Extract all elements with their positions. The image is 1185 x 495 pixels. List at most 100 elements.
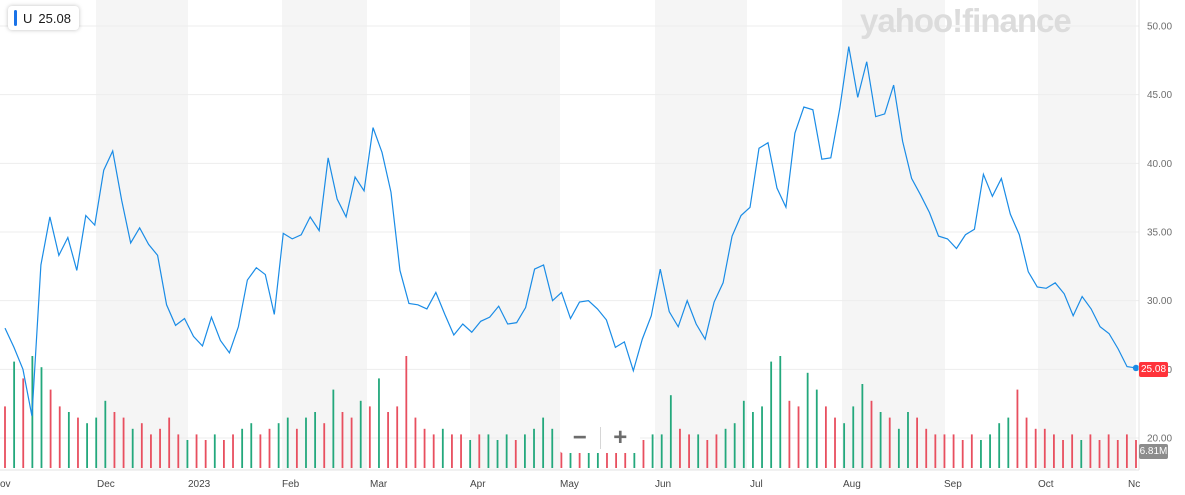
volume-bar: [788, 400, 791, 468]
x-axis-ticks: ov Dec 2023 Feb Mar Apr May Jun Jul Aug Sep Oct Nc: [0, 479, 1140, 490]
volume-bar: [323, 423, 326, 468]
price-series-line: [4, 46, 1137, 417]
zoom-controls: − +: [560, 423, 640, 453]
y-tick-label: 45.00: [1147, 90, 1172, 101]
volume-bar: [505, 434, 508, 468]
volume-bar: [733, 423, 736, 468]
volume-bar: [1107, 434, 1110, 468]
volume-bar: [405, 356, 408, 468]
series-color-marker: [14, 10, 17, 26]
volume-bar: [679, 428, 681, 468]
volume-bar: [587, 440, 590, 468]
volume-bar: [286, 417, 289, 468]
volume-bar: [916, 417, 918, 468]
month-band-2: [470, 0, 560, 470]
volume-bar: [1071, 434, 1074, 468]
zoom-out-button[interactable]: −: [572, 424, 587, 451]
volume-bar: [259, 434, 262, 468]
volume-bar: [642, 440, 645, 468]
volume-bar: [140, 423, 143, 468]
volume-bar: [13, 361, 16, 468]
volume-bar: [49, 389, 52, 468]
volume-bar: [1098, 440, 1101, 468]
volume-bar: [423, 428, 426, 468]
volume-bar: [441, 428, 444, 468]
volume-bar: [815, 389, 818, 468]
month-band-0: [96, 0, 188, 470]
volume-bar: [113, 412, 116, 468]
volume-bar: [1053, 434, 1055, 468]
volume-bar: [4, 406, 6, 468]
volume-bar: [487, 434, 490, 468]
volume-bar: [150, 434, 152, 468]
volume-bar: [943, 434, 946, 468]
month-band-5: [1038, 0, 1136, 470]
volume-bar: [341, 412, 344, 468]
zoom-in-button[interactable]: +: [613, 424, 628, 451]
volume-bar: [131, 428, 134, 468]
volume-bar: [378, 378, 380, 468]
volume-bar: [496, 440, 499, 468]
yahoo-finance-logo: yahoo!finance: [860, 2, 1072, 39]
volume-bar: [797, 406, 800, 468]
volume-bar: [724, 428, 727, 468]
volume-bar: [533, 428, 535, 468]
volume-bar: [761, 406, 763, 468]
volume-bar: [852, 406, 855, 468]
volume-bar: [770, 361, 773, 468]
volume-bar: [104, 400, 107, 468]
volume-bar: [460, 434, 462, 468]
y-tick-label: 30.00: [1147, 296, 1172, 307]
volume-bar: [195, 434, 198, 468]
y-tick-label: 40.00: [1147, 159, 1172, 170]
y-tick-label: 20.00: [1147, 434, 1172, 445]
x-tick-label: Dec: [97, 479, 115, 490]
last-price-tag: 25.08: [1139, 362, 1168, 377]
volume-bar: [888, 417, 891, 468]
volume-bar: [232, 434, 234, 468]
symbol-label: U: [23, 10, 33, 26]
zoom-divider: [599, 427, 601, 449]
month-band-4: [842, 0, 945, 470]
symbol-badge[interactable]: U 25.08: [8, 6, 79, 30]
volume-tag: 6.81M: [1139, 444, 1168, 459]
volume-bar: [742, 400, 745, 468]
grid-lines: [0, 25, 1139, 439]
volume-bar: [615, 445, 617, 468]
volume-bar: [970, 434, 973, 468]
month-band-3: [655, 0, 747, 470]
volume-bar: [606, 445, 608, 468]
volume-bar: [268, 428, 271, 468]
volume-bar: [870, 400, 873, 468]
volume-bar: [834, 417, 836, 468]
volume-bar: [22, 378, 25, 468]
volume-bar: [1034, 428, 1037, 468]
x-tick-label: Apr: [470, 479, 486, 490]
volume-bar: [168, 417, 171, 468]
volume-bar: [241, 428, 244, 468]
volume-bar: [706, 440, 709, 468]
x-tick-label: Feb: [282, 479, 300, 490]
volume-bar: [177, 434, 180, 468]
volume-bar: [980, 440, 982, 468]
x-tick-label: May: [560, 479, 579, 490]
volume-bar: [551, 428, 554, 468]
volume-bar: [907, 412, 909, 468]
volume-bar: [879, 412, 882, 468]
volume-bar: [1025, 417, 1028, 468]
volume-bar: [934, 434, 937, 468]
x-tick-label: ov: [0, 479, 11, 490]
last-price-dot: [1132, 364, 1140, 372]
volume-bar: [1080, 440, 1083, 468]
volume-bar: [58, 406, 61, 468]
volume-bar: [387, 412, 389, 468]
volume-bar: [1007, 417, 1010, 468]
x-tick-label: Jul: [750, 479, 763, 490]
symbol-price: 25.08: [38, 10, 71, 26]
volume-bar: [159, 428, 161, 468]
volume-bar: [542, 417, 545, 468]
volume-bar: [989, 434, 991, 468]
volume-bar: [925, 428, 928, 468]
volume-bar: [633, 445, 636, 468]
